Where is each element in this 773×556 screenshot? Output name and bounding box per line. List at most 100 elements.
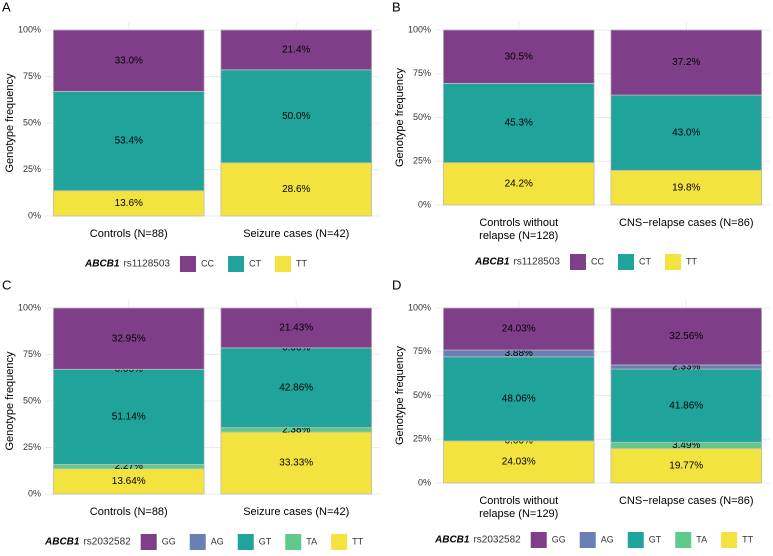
legend-label: AG — [211, 536, 224, 546]
data-label: 3.88% — [505, 348, 533, 359]
x-tick-label: CNS−relapse cases (N=86) — [619, 495, 754, 507]
x-tick-label: Seizure cases (N=42) — [243, 506, 349, 518]
bar-segment — [52, 29, 205, 92]
x-tick-label: relapse (N=129) — [479, 508, 558, 520]
y-tick-label: 0% — [418, 477, 431, 487]
data-label: 48.06% — [502, 394, 536, 405]
y-tick-label: 25% — [413, 434, 431, 444]
bar-segment — [220, 162, 373, 217]
y-tick-label: 50% — [23, 395, 41, 405]
legend-swatch — [530, 532, 547, 548]
y-axis-label: Genotype frequency — [4, 351, 16, 451]
panel-label: A — [2, 0, 11, 14]
x-tick-label: Controls without — [479, 217, 558, 229]
data-label: 33.0% — [115, 55, 143, 66]
x-tick-label: Controls (N=88) — [90, 506, 168, 518]
data-label: 2.33% — [672, 362, 700, 373]
legend-label: TT — [352, 536, 363, 546]
bar-segment — [442, 440, 595, 484]
y-tick-label: 0% — [28, 210, 41, 220]
legend-label: CT — [249, 258, 261, 268]
legend-swatch — [617, 254, 634, 270]
legend-swatch — [140, 534, 157, 550]
legend-title-gene: ABCB1 — [44, 537, 80, 548]
data-label: 43.0% — [672, 127, 700, 138]
data-label: 2.27% — [115, 461, 143, 472]
x-tick-label: Controls without — [479, 495, 558, 507]
bar-segment — [220, 69, 373, 164]
legend-title-snp: rs2032582 — [83, 537, 131, 548]
legend-label: CC — [591, 256, 604, 266]
data-label: 50.0% — [282, 111, 310, 122]
y-tick-label: 25% — [23, 442, 41, 452]
y-tick-label: 100% — [408, 302, 431, 312]
bar-segment — [610, 169, 763, 206]
legend-title-gene: ABCB1 — [474, 257, 510, 268]
bar-segment — [610, 94, 763, 171]
legend-title-gene: ABCB1 — [84, 259, 120, 270]
y-axis-label: Genotype frequency — [394, 67, 406, 167]
legend-swatch — [179, 256, 196, 272]
data-label: 45.3% — [505, 118, 533, 129]
data-label: 33.33% — [279, 458, 313, 469]
bar-segment — [610, 29, 763, 96]
bar-segment — [442, 162, 595, 206]
y-tick-label: 25% — [413, 156, 431, 166]
data-label: 13.64% — [112, 476, 146, 487]
bar-segment — [52, 307, 205, 370]
bar-segment — [52, 90, 205, 192]
legend-label: TT — [742, 534, 753, 544]
bar-segment — [52, 190, 205, 217]
legend-swatch — [569, 254, 586, 270]
legend-swatch — [237, 534, 254, 550]
data-label: 32.56% — [669, 331, 703, 342]
y-tick-label: 100% — [18, 24, 41, 34]
legend-swatch — [721, 532, 738, 548]
data-label: 37.2% — [672, 57, 700, 68]
data-label: 24.03% — [502, 324, 536, 335]
data-label: 19.77% — [669, 460, 703, 471]
legend-title-snp: rs1128503 — [513, 257, 560, 268]
legend-label: CC — [201, 258, 214, 268]
bar-segment — [52, 368, 205, 465]
data-label: 32.95% — [112, 333, 146, 344]
panel-label: D — [392, 277, 401, 292]
y-tick-label: 75% — [413, 68, 431, 78]
y-tick-label: 75% — [23, 71, 41, 81]
data-label: 42.86% — [279, 382, 313, 393]
y-axis-label: Genotype frequency — [4, 73, 16, 173]
bar-segment — [52, 468, 205, 495]
legend-label: TT — [686, 256, 697, 266]
legend-swatch — [227, 256, 244, 272]
legend-title-gene: ABCB1 — [434, 535, 470, 546]
y-tick-label: 0% — [418, 199, 431, 209]
legend-label: AG — [601, 534, 614, 544]
x-tick-label: CNS−relapse cases (N=86) — [619, 217, 754, 229]
data-label: 2.38% — [282, 424, 310, 435]
y-tick-label: 25% — [23, 164, 41, 174]
data-label: 28.6% — [282, 184, 310, 195]
bar-segment — [610, 307, 763, 366]
data-label: 41.86% — [669, 400, 703, 411]
y-axis-label: Genotype frequency — [394, 345, 406, 445]
bar-segment — [442, 82, 595, 164]
y-tick-label: 100% — [408, 24, 431, 34]
bar-segment — [220, 347, 373, 428]
legend-swatch — [675, 532, 692, 548]
y-tick-label: 100% — [18, 302, 41, 312]
bar-segment — [220, 29, 373, 71]
data-label: 3.49% — [672, 440, 700, 451]
legend-swatch — [579, 532, 596, 548]
legend-label: TT — [296, 258, 307, 268]
bar-segment — [442, 356, 595, 442]
bar-segment — [610, 448, 763, 484]
legend-label: GG — [162, 536, 176, 546]
legend-title-snp: rs1128503 — [123, 259, 170, 270]
panel-label: B — [392, 0, 401, 14]
data-label: 24.2% — [505, 178, 533, 189]
y-tick-label: 50% — [413, 390, 431, 400]
legend-label: TA — [306, 536, 317, 546]
bar-segment — [442, 29, 595, 84]
x-tick-label: relapse (N=128) — [479, 230, 558, 242]
legend-title-snp: rs2032582 — [473, 535, 521, 546]
